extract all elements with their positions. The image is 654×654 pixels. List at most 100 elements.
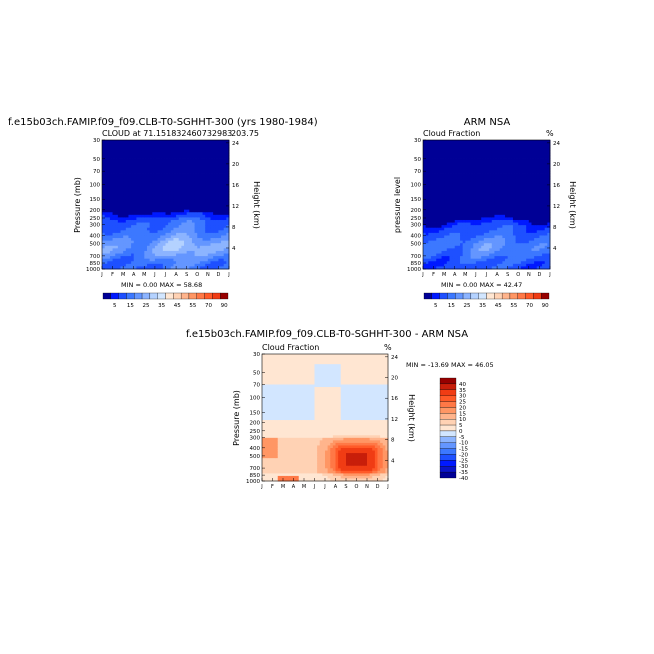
heatmap-cell: [149, 181, 153, 185]
heatmap-cell: [436, 217, 440, 221]
heatmap-cell: [497, 235, 501, 239]
diff-title: f.e15b03ch.FAMIP.f09_f09.CLB-T0-SGHHT-30…: [186, 329, 468, 340]
heatmap-cell: [433, 168, 437, 172]
heatmap-cell: [441, 243, 445, 247]
heatmap-cell: [210, 150, 214, 154]
heatmap-cell: [534, 207, 538, 211]
heatmap-cell: [449, 248, 453, 252]
heatmap-cell: [486, 232, 490, 236]
heatmap-cell: [102, 186, 106, 190]
heatmap-cell: [512, 160, 517, 164]
heatmap-cell: [213, 266, 217, 270]
heatmap-cell: [512, 178, 517, 182]
heatmap-cell: [117, 160, 121, 164]
heatmap-cell: [226, 189, 230, 192]
heatmap-cell: [478, 186, 482, 190]
heatmap-cell: [534, 240, 538, 244]
heatmap-cell: [146, 250, 151, 254]
heatmap-cell: [144, 214, 148, 218]
heatmap-cell: [223, 222, 227, 226]
heatmap-cell: [128, 176, 132, 180]
heatmap-cell: [176, 147, 180, 151]
heatmap-cell: [433, 238, 437, 242]
heatmap-cell: [218, 150, 222, 154]
heatmap-cell: [123, 212, 127, 216]
heatmap-cell: [452, 207, 456, 211]
heatmap-cell: [133, 261, 137, 265]
heatmap-cell: [534, 186, 538, 190]
heatmap-cell: [544, 150, 548, 154]
heatmap-cell: [494, 225, 498, 229]
heatmap-cell: [221, 227, 225, 231]
heatmap-cell: [494, 158, 498, 162]
heatmap-cell: [544, 243, 548, 247]
heatmap-cell: [423, 178, 427, 182]
heatmap-cell: [462, 183, 466, 187]
heatmap-cell: [475, 199, 479, 203]
heatmap-cell: [483, 155, 487, 159]
heatmap-cell: [473, 238, 477, 242]
heatmap-cell: [197, 250, 201, 254]
heatmap-cell: [136, 214, 140, 218]
heatmap-cell: [428, 248, 432, 252]
heatmap-cell: [141, 250, 145, 254]
heatmap-cell: [107, 142, 111, 146]
heatmap-cell: [197, 217, 201, 221]
heatmap-cell: [497, 261, 501, 265]
heatmap-cell: [515, 266, 519, 270]
heatmap-cell: [107, 201, 111, 205]
heatmap-cell: [452, 152, 456, 156]
heatmap-cell: [213, 147, 217, 151]
heatmap-cell: [144, 201, 148, 205]
heatmap-cell: [115, 263, 119, 267]
heatmap-cell: [539, 248, 543, 252]
heatmap-cell: [157, 170, 161, 174]
heatmap-cell: [454, 235, 458, 239]
heatmap-cell: [168, 263, 172, 267]
heatmap-cell: [528, 168, 532, 172]
heatmap-cell: [162, 178, 166, 182]
heatmap-cell: [199, 199, 203, 203]
heatmap-cell: [444, 196, 448, 200]
heatmap-cell: [157, 245, 161, 249]
heatmap-cell: [131, 230, 135, 234]
heatmap-cell: [146, 217, 151, 221]
heatmap-cell: [515, 207, 519, 211]
heatmap-cell: [486, 256, 490, 260]
heatmap-cell: [215, 181, 219, 185]
heatmap-cell: [534, 165, 538, 169]
heatmap-cell: [215, 235, 219, 239]
heatmap-cell: [125, 222, 129, 226]
heatmap-cell: [184, 263, 188, 267]
colorbar-swatch: [447, 292, 456, 300]
heatmap-cell: [173, 227, 177, 231]
heatmap-cell: [202, 178, 206, 182]
heatmap-cell: [491, 140, 495, 143]
heatmap-cell: [186, 230, 190, 234]
heatmap-cell: [491, 145, 495, 149]
heatmap-cell: [497, 189, 501, 192]
heatmap-cell: [438, 212, 442, 216]
heatmap-cell: [465, 145, 469, 149]
heatmap-cell: [173, 142, 177, 146]
heatmap-cell: [510, 186, 514, 190]
heatmap-cell: [452, 181, 456, 185]
heatmap-cell: [444, 152, 448, 156]
heatmap-cell: [160, 207, 164, 211]
heatmap-cell: [544, 158, 548, 162]
heatmap-cell: [457, 214, 461, 218]
heatmap-cell: [523, 235, 527, 239]
heatmap-cell: [507, 245, 511, 249]
heatmap-cell: [189, 261, 193, 265]
heatmap-cell: [139, 147, 143, 151]
heatmap-cell: [528, 155, 532, 159]
heatmap-cell: [112, 207, 116, 211]
heatmap-cell: [125, 152, 129, 156]
heatmap-cell: [104, 258, 108, 262]
heatmap-cell: [125, 181, 129, 185]
heatmap-cell: [544, 178, 548, 182]
heatmap-cell: [178, 165, 182, 169]
heatmap-cell: [139, 225, 143, 229]
heatmap-cell: [144, 160, 148, 164]
heatmap-cell: [423, 150, 427, 154]
